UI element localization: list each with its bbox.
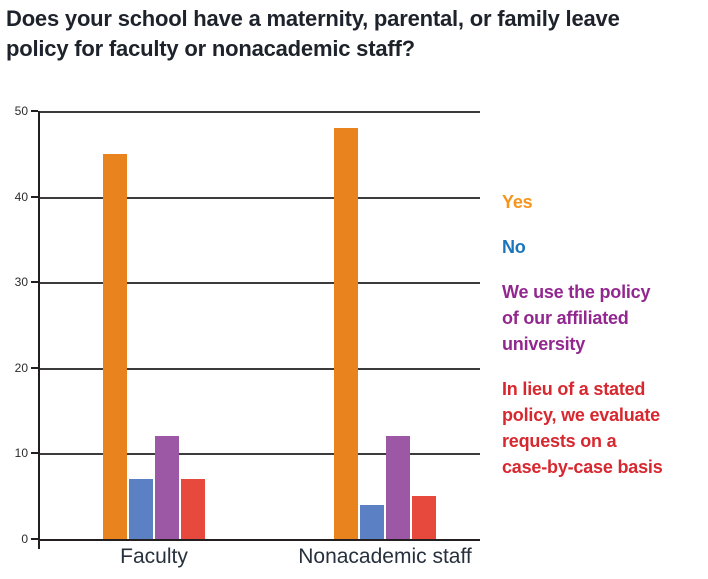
y-tick-mark-40 — [31, 195, 38, 198]
y-tick-label-40: 40 — [14, 189, 28, 204]
y-tick-label-10: 10 — [14, 446, 28, 461]
bar-nonacademic-staff-series-0 — [334, 128, 358, 539]
bar-faculty-series-0 — [103, 154, 127, 539]
bar-nonacademic-staff-series-3 — [412, 496, 436, 539]
y-tick-label-50: 50 — [14, 104, 28, 118]
y-tick-mark-0 — [31, 538, 38, 540]
gridline-30 — [40, 282, 480, 285]
y-tick-label-20: 20 — [14, 360, 28, 375]
y-tick-label-30: 30 — [14, 275, 28, 290]
x-category-label-1: Nonacademic staff — [298, 545, 472, 568]
bar-nonacademic-staff-series-1 — [360, 505, 384, 539]
x-category-label-0: Faculty — [120, 545, 188, 568]
y-tick-mark-50 — [31, 110, 38, 112]
legend-item-0: Yes — [502, 192, 533, 212]
y-tick-mark-30 — [31, 281, 38, 284]
plot-area: 0 10 20 30 40 50 Faculty Nonacademic staff — [15, 104, 480, 568]
y-tick-label-0: 0 — [21, 532, 28, 546]
chart-title: Does your school have a maternity, paren… — [6, 6, 620, 61]
gridline-50 — [40, 111, 480, 113]
gridline-40 — [40, 196, 480, 199]
legend-item-3: In lieu of a stated policy, we evaluate … — [502, 379, 663, 477]
y-axis-tail — [38, 539, 40, 549]
legend-item-2: We use the policy of our affiliated univ… — [502, 282, 651, 354]
bar-faculty-series-2 — [155, 436, 179, 539]
gridline-10 — [40, 453, 480, 456]
bar-faculty-series-1 — [129, 479, 153, 539]
bar-nonacademic-staff-series-2 — [386, 436, 410, 539]
legend-item-1: No — [502, 237, 526, 257]
y-tick-mark-10 — [31, 452, 38, 455]
legend: Yes No We use the policy of our affiliated… — [502, 189, 708, 499]
bar-faculty-series-3 — [181, 479, 205, 539]
gridline-20 — [40, 367, 480, 370]
y-tick-mark-20 — [31, 366, 38, 369]
